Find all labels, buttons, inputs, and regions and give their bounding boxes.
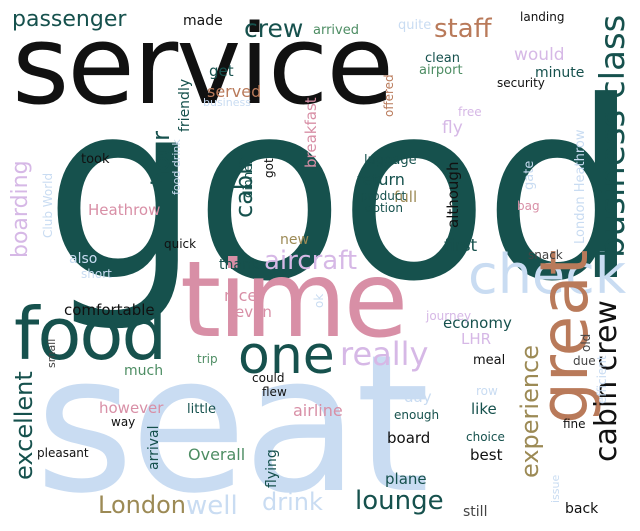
word-back: back — [565, 501, 599, 517]
word-could: could — [252, 371, 285, 385]
word-board: board — [387, 429, 431, 447]
word-snack: snack — [528, 248, 563, 262]
word-thank: thank — [219, 257, 259, 273]
word-good: good — [44, 50, 639, 336]
word-lhr: LHR — [461, 330, 492, 348]
word-served: served — [207, 82, 262, 101]
word-airport: airport — [419, 63, 463, 78]
word-old: old — [579, 333, 593, 352]
word-way: way — [111, 415, 136, 429]
word-clean: clean — [425, 51, 460, 66]
word-meal: meal — [473, 353, 506, 368]
word-enough: enough — [394, 408, 440, 422]
word-boarding: boarding — [8, 160, 33, 258]
word-row: row — [476, 384, 498, 398]
word-friendly: friendly — [177, 78, 193, 132]
word-overall: Overall — [188, 445, 246, 464]
word-gate: gate — [522, 160, 537, 190]
word-flying: flying — [264, 449, 280, 488]
word-airline: airline — [293, 401, 343, 420]
word-check: check — [468, 243, 627, 306]
word-first: first — [444, 236, 478, 256]
word-product: product — [360, 189, 407, 203]
word-nice: nice — [224, 286, 258, 305]
word-quick: quick — [164, 237, 197, 251]
word-landing: landing — [520, 10, 565, 24]
word-london: London — [98, 491, 186, 519]
word-heathrow: Heathrow — [88, 201, 161, 219]
word-new: new — [280, 232, 309, 248]
word-passenger: passenger — [12, 7, 127, 32]
word-however: however — [99, 399, 164, 417]
word-fine: fine — [563, 417, 586, 431]
word-one: one — [238, 326, 335, 386]
word-efficient: efficient — [595, 355, 609, 404]
word-took: took — [81, 152, 110, 167]
word-full: full — [394, 188, 418, 206]
word-ok: ok — [312, 293, 326, 308]
word-well: well — [186, 491, 238, 521]
word-flew: flew — [262, 385, 287, 399]
word-trip: trip — [197, 352, 218, 366]
word-quite: quite — [398, 18, 432, 33]
word-although: although — [444, 161, 462, 228]
word-pleasant: pleasant — [37, 446, 89, 460]
word-crew: crew — [244, 14, 304, 43]
word-free: free — [458, 105, 482, 119]
word-business: business — [203, 96, 251, 109]
word-london-heathrow: London Heathrow — [573, 129, 588, 244]
word-made: made — [183, 13, 223, 29]
word-lounge: lounge — [355, 486, 444, 516]
word-fly: fly — [442, 118, 463, 138]
word-little: little — [187, 402, 217, 417]
word-experience: experience — [516, 344, 544, 478]
word-minute: minute — [535, 65, 585, 81]
word-economy: economy — [443, 314, 512, 332]
word-get: get — [209, 62, 234, 80]
word-much: much — [124, 363, 164, 379]
word-club-world: Club World — [41, 172, 55, 238]
word-comfortable: comfortable — [64, 301, 155, 319]
word-service: service — [12, 1, 394, 129]
word-arrival: arrival — [146, 425, 162, 471]
word-plane: plane — [385, 470, 427, 488]
word-due: due — [573, 354, 596, 368]
word-really: really — [340, 335, 429, 373]
word-would: would — [514, 45, 565, 65]
word-aircraft: aircraft — [264, 246, 358, 276]
word-business-class: business class — [593, 14, 633, 258]
word-best: best — [470, 446, 503, 464]
word-even: even — [235, 303, 272, 321]
word-security: security — [497, 76, 545, 90]
word-time: time — [180, 239, 408, 361]
word-like: like — [471, 400, 497, 418]
word-option: option — [365, 201, 403, 215]
word-breakfast: breakfast — [302, 97, 320, 168]
word-still: still — [463, 504, 488, 520]
word-bag: bag — [517, 199, 540, 213]
word-issue: issue — [549, 474, 562, 503]
word-offered: offered — [382, 74, 396, 117]
word-journey: journey — [426, 309, 472, 323]
word-choice: choice — [466, 430, 505, 444]
word-seat: seat — [35, 314, 430, 531]
word-also: also — [69, 251, 98, 267]
word-drink: drink — [262, 488, 323, 516]
word-food-drink: food drink — [170, 139, 183, 195]
word-short: short — [81, 267, 112, 281]
word-arrived: arrived — [313, 23, 359, 38]
word-day: day — [404, 388, 432, 406]
word-excellent: excellent — [10, 371, 38, 480]
word-dinner: dinner — [241, 159, 255, 198]
word-food: food — [14, 292, 167, 376]
word-staff: staff — [434, 14, 492, 44]
word-small: small — [45, 338, 58, 368]
word-luggage: luggage — [364, 153, 417, 168]
word-return: return — [356, 170, 405, 189]
word-got: got — [262, 158, 276, 178]
